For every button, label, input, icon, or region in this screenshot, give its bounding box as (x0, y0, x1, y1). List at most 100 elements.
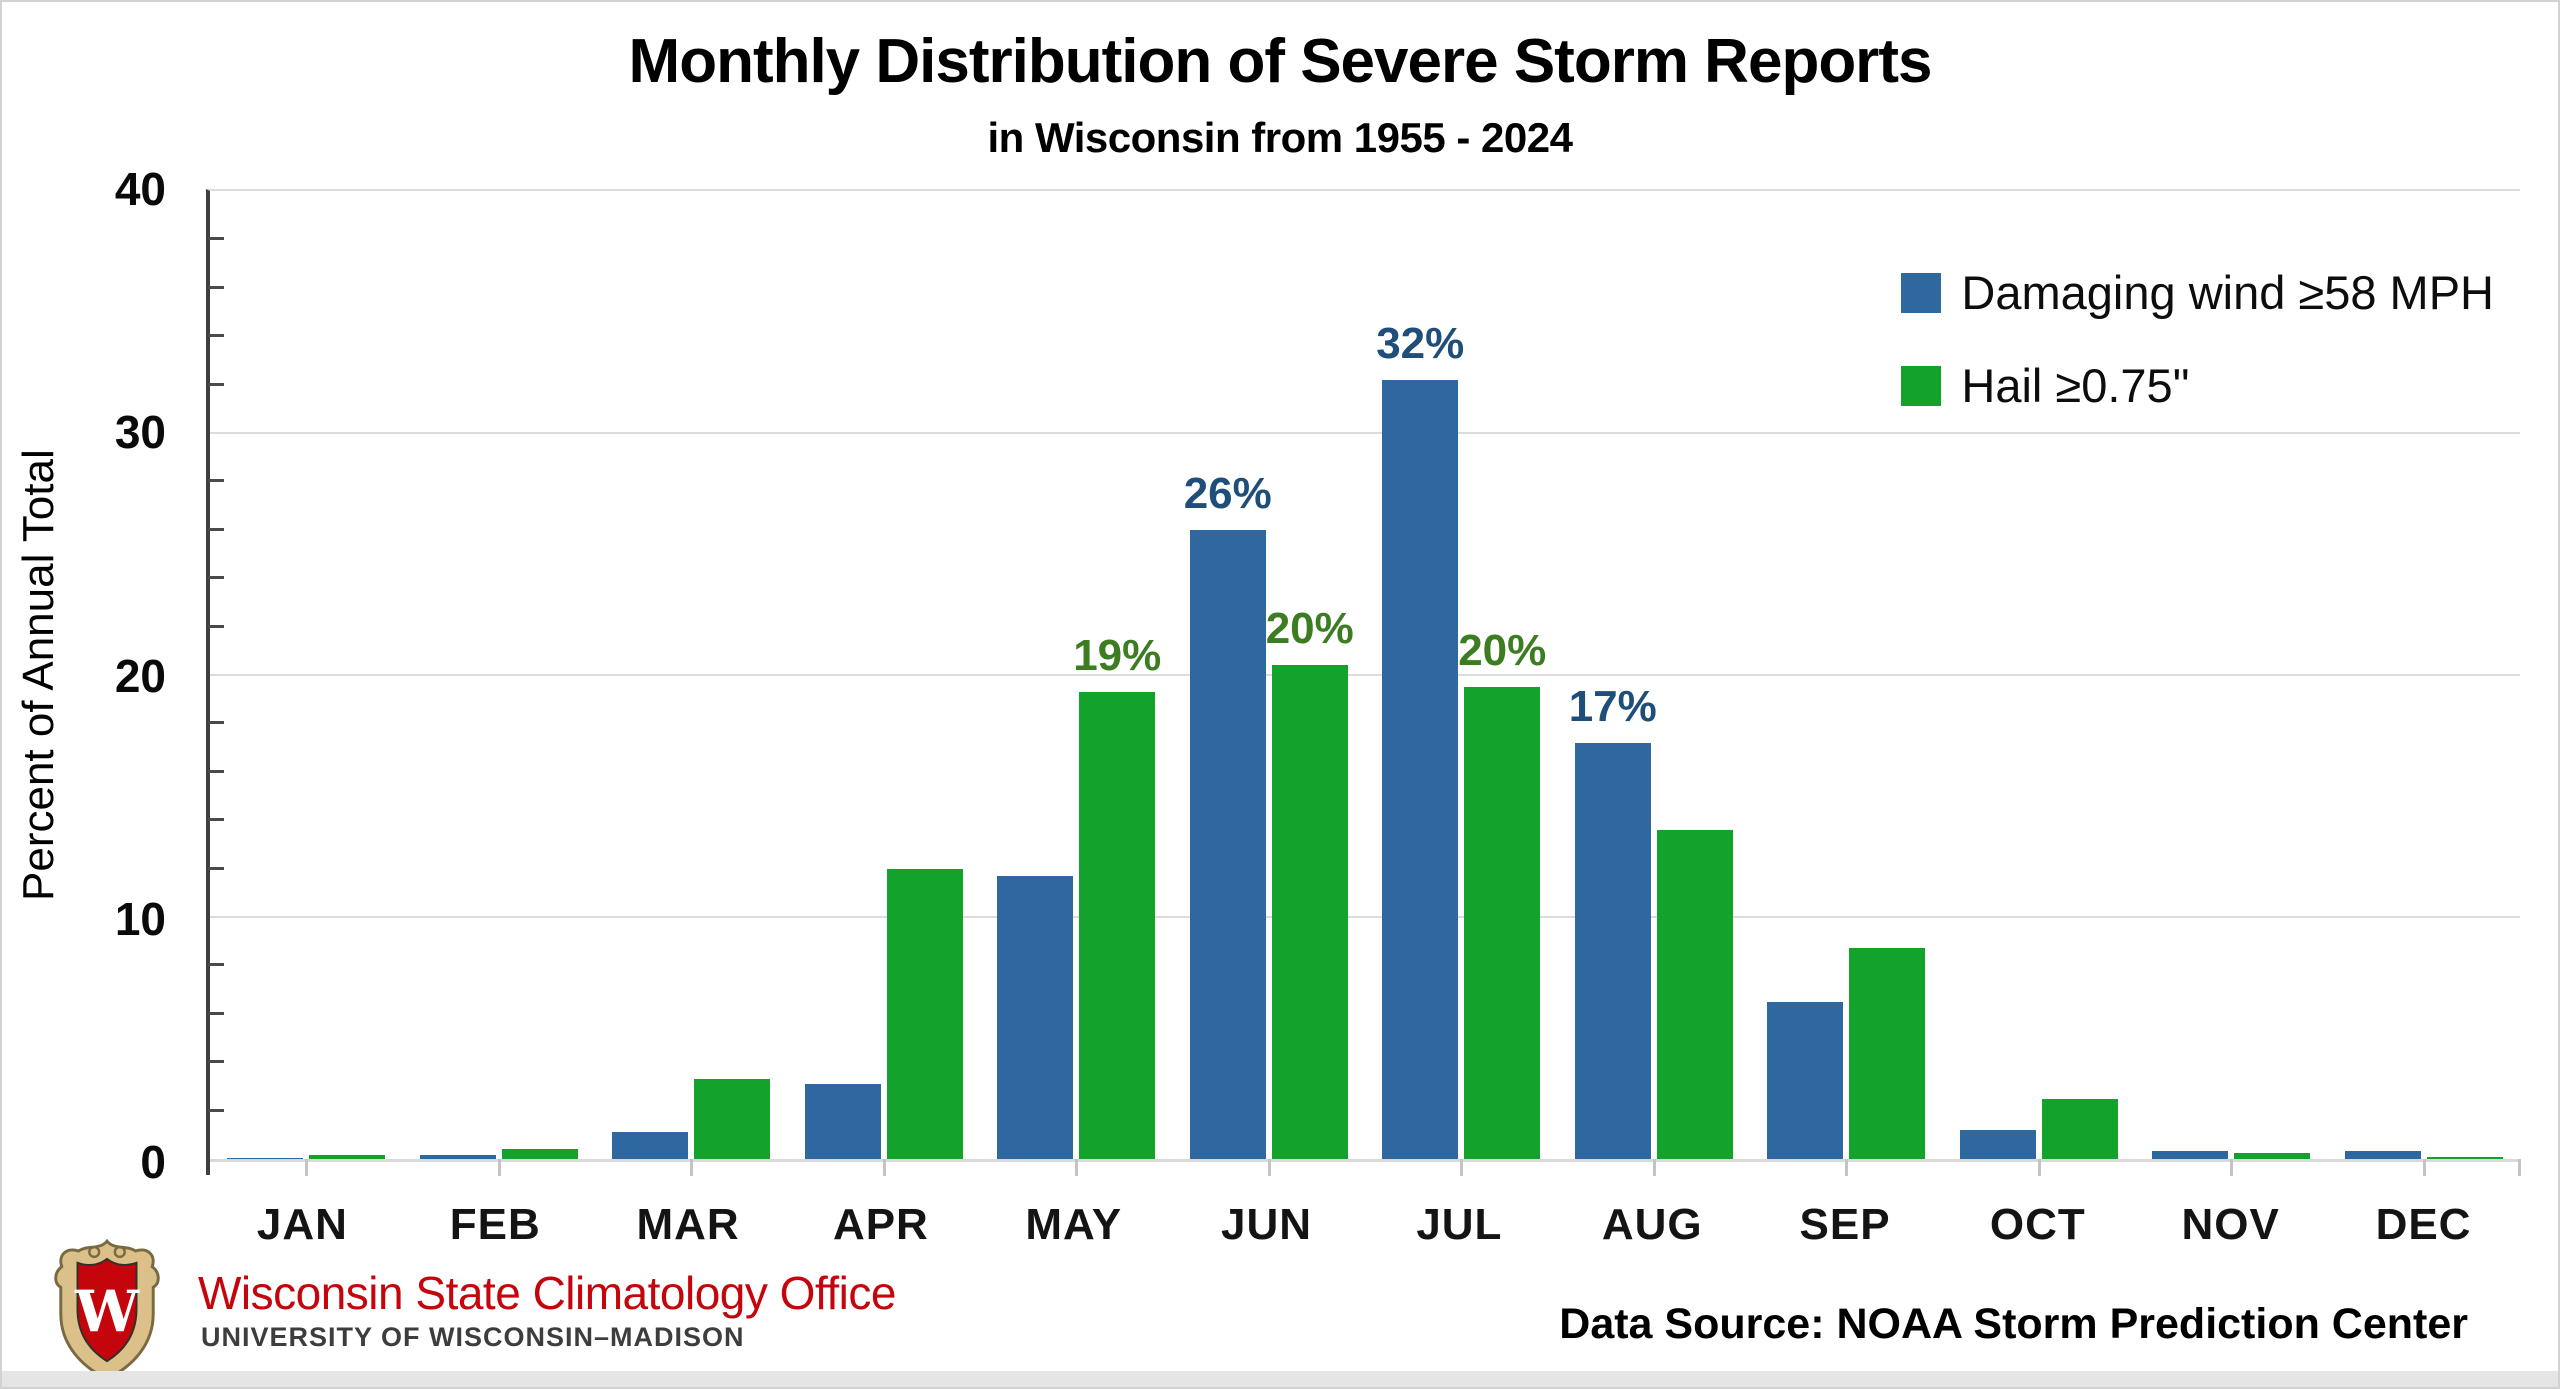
y-tick-label-20: 20 (114, 649, 166, 702)
legend-swatch-wind-icon (1901, 272, 1942, 313)
bar-group-sep (1750, 191, 1943, 1159)
y-minor-tick-16 (208, 769, 224, 773)
x-label-feb: FEB (449, 1200, 541, 1249)
bar-group-apr (788, 191, 981, 1159)
bar-value-label-wind-aug: 17% (1568, 681, 1657, 731)
y-tick-label-30: 30 (114, 406, 166, 459)
x-label-oct: OCT (1989, 1200, 2086, 1249)
bar-hail-nov (2234, 1152, 2311, 1159)
bar-value-label-wind-jul: 32% (1376, 318, 1465, 368)
legend-item-wind: Damaging wind ≥58 MPH (1901, 269, 2494, 316)
x-label-jul: JUL (1416, 1200, 1503, 1249)
y-minor-tick-18 (208, 721, 224, 725)
y-tick-label-10: 10 (114, 892, 166, 945)
x-label-jan: JAN (256, 1200, 348, 1249)
x-label-jun: JUN (1221, 1200, 1313, 1249)
bar-group-jul: 32% 20% (1365, 191, 1558, 1159)
bar-wind-dec (2344, 1150, 2421, 1159)
bar-group-jan (210, 191, 403, 1159)
x-axis-tick-dec (2422, 1159, 2426, 1176)
y-minor-tick-12 (208, 866, 224, 870)
bars-row: 19% 26% 20% 32% 20% 17% (210, 191, 2520, 1159)
chart-subtitle: in Wisconsin from 1955 - 2024 (987, 114, 1573, 161)
bar-wind-nov (2152, 1150, 2229, 1159)
bar-hail-jun: 20% (1266, 607, 1354, 1159)
gridline-30 (210, 432, 2520, 434)
bar-group-may: 19% (980, 191, 1173, 1159)
bar-wind-mar (612, 1132, 689, 1159)
bar-group-aug: 17% (1558, 191, 1751, 1159)
gridline-10 (210, 916, 2520, 918)
y-minor-tick-36 (208, 285, 224, 289)
bar-hail-sep (1849, 948, 1926, 1159)
y-minor-tick-22 (208, 624, 224, 628)
bar-group-nov (2135, 191, 2328, 1159)
org-subtitle: UNIVERSITY OF WISCONSIN–MADISON (201, 1322, 745, 1352)
bar-group-dec (2328, 191, 2521, 1159)
x-axis-tick-right-edge (2518, 1159, 2521, 1176)
x-axis-tick-mar (690, 1159, 694, 1176)
bar-wind-may (997, 875, 1074, 1159)
y-minor-tick-8 (208, 963, 224, 967)
y-minor-tick-14 (208, 818, 224, 822)
x-axis-tick-aug (1652, 1159, 1656, 1176)
bar-wind-aug: 17% (1569, 684, 1657, 1159)
bottom-strip (2, 1371, 2558, 1387)
x-axis-tick-sep (1845, 1159, 1849, 1176)
y-minor-tick-32 (208, 382, 224, 386)
x-axis-tick-jun (1267, 1159, 1271, 1176)
bar-wind-jan (227, 1157, 304, 1159)
svg-text:W: W (74, 1279, 140, 1346)
bar-value-label-hail-may: 19% (1073, 630, 1162, 680)
y-minor-tick-26 (208, 527, 224, 531)
gridline-20 (210, 674, 2520, 676)
x-label-mar: MAR (636, 1200, 740, 1249)
bar-wind-jul: 32% (1376, 321, 1464, 1159)
bar-hail-jan (309, 1155, 386, 1159)
x-label-sep: SEP (1799, 1200, 1891, 1249)
x-axis-tick-jan (305, 1159, 309, 1176)
y-axis-baseline-extension (206, 1159, 210, 1175)
bar-group-oct (1943, 191, 2136, 1159)
x-label-nov: NOV (2181, 1200, 2280, 1249)
legend-label-wind: Damaging wind ≥58 MPH (1961, 266, 2494, 319)
x-label-may: MAY (1025, 1200, 1123, 1249)
legend: Damaging wind ≥58 MPH Hail ≥0.75" (1901, 269, 2494, 409)
bar-hail-jul: 20% (1458, 629, 1546, 1159)
y-tick-label-40: 40 (114, 163, 166, 215)
bar-hail-oct (2041, 1098, 2118, 1159)
bar-hail-aug (1656, 829, 1733, 1159)
bar-wind-sep (1767, 1001, 1844, 1159)
bar-hail-dec (2426, 1156, 2503, 1159)
x-axis-labels: JAN FEB MAR APR MAY JUN JUL AUG SEP OCT NOV DEC (206, 1200, 2520, 1250)
chart-title: Monthly Distribution of Severe Storm Rep… (628, 27, 1933, 96)
x-axis-tick-oct (2037, 1159, 2041, 1176)
bar-hail-mar (694, 1079, 771, 1159)
x-axis-tick-nov (2230, 1159, 2234, 1176)
legend-item-hail: Hail ≥0.75" (1901, 362, 2494, 409)
y-axis-tick-labels: 0 10 20 30 40 (2, 166, 166, 1185)
bar-wind-feb (419, 1155, 496, 1159)
y-minor-tick-28 (208, 479, 224, 483)
plot-area: Damaging wind ≥58 MPH Hail ≥0.75" 19% 26%… (206, 189, 2521, 1176)
x-axis-tick-jul (1460, 1159, 1464, 1176)
x-label-dec: DEC (2375, 1200, 2472, 1249)
bar-wind-apr (804, 1083, 881, 1159)
org-name: Wisconsin State Climatology Office (198, 1267, 896, 1319)
y-minor-tick-38 (208, 237, 224, 241)
bar-wind-jun: 26% (1184, 471, 1272, 1159)
x-label-apr: APR (832, 1200, 929, 1249)
bar-value-label-hail-jul: 20% (1458, 626, 1547, 676)
bar-group-feb (403, 191, 596, 1159)
bar-hail-apr (886, 868, 963, 1159)
data-source: Data Source: NOAA Storm Prediction Cente… (1559, 1300, 2468, 1348)
bar-hail-feb (501, 1149, 578, 1159)
legend-label-hail: Hail ≥0.75" (1961, 359, 2190, 412)
legend-swatch-hail-icon (1901, 365, 1942, 406)
y-minor-tick-34 (208, 334, 224, 338)
bar-wind-oct (1959, 1129, 2036, 1159)
x-axis-tick-feb (497, 1159, 501, 1176)
y-minor-tick-24 (208, 576, 224, 580)
bar-group-mar (595, 191, 788, 1159)
